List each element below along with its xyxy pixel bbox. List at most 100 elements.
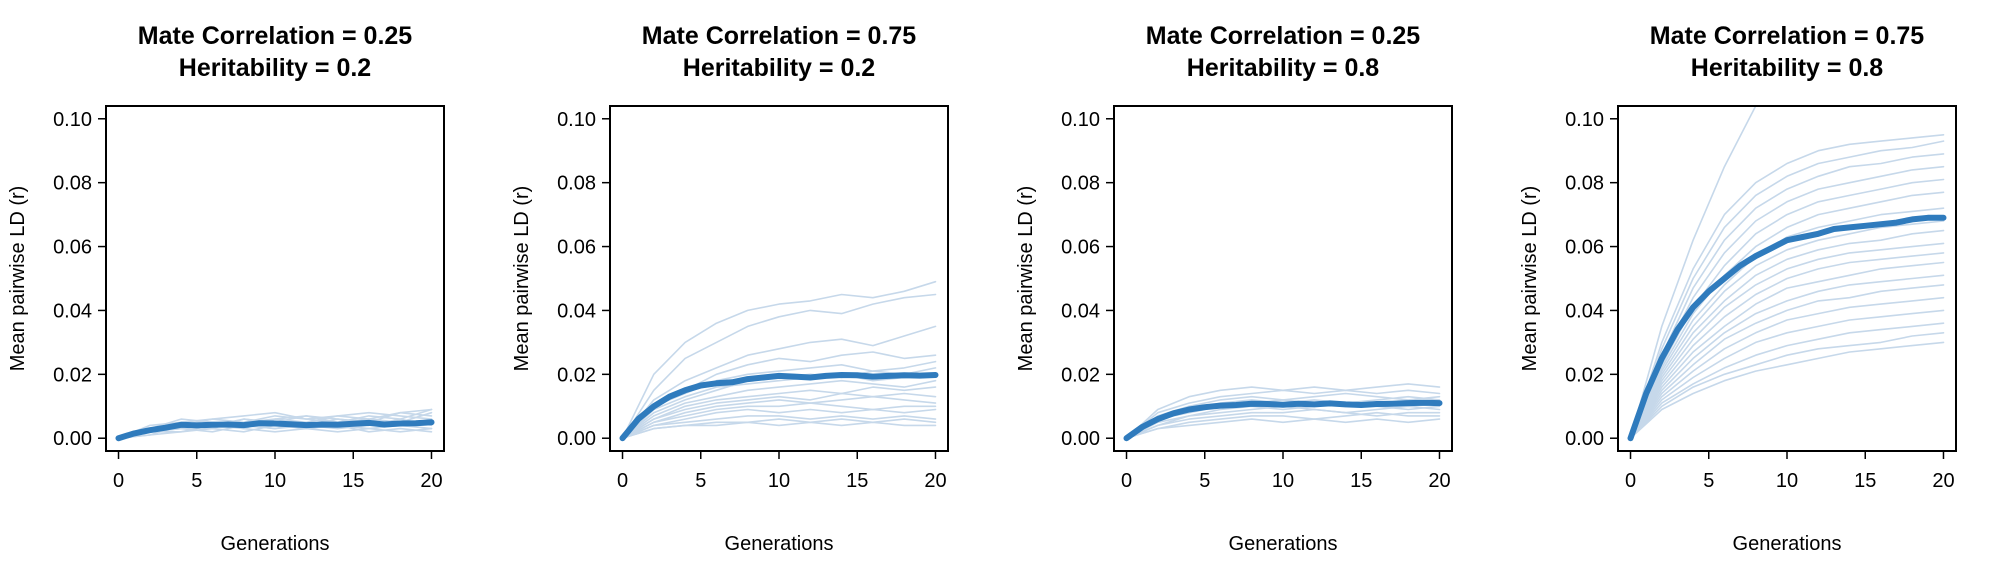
y-tick-label: 0.02: [1565, 364, 1604, 386]
panel-title: Mate Correlation = 0.75: [642, 22, 916, 50]
replicate-line: [1629, 140, 1945, 439]
y-tick-label: 0.06: [53, 237, 92, 259]
y-tick-label: 0.10: [53, 109, 92, 131]
plot-frame: [105, 105, 445, 452]
replicate-line: [1629, 274, 1945, 439]
y-tick-label: 0.08: [1061, 173, 1100, 195]
x-tick-label: 10: [1272, 470, 1294, 492]
replicate-line: [1629, 341, 1945, 439]
y-tick-label: 0.00: [1565, 428, 1604, 450]
replicate-line: [1629, 106, 1758, 439]
series-group: [1627, 106, 1947, 442]
x-axis-label: Generations: [1229, 533, 1338, 555]
replicate-line: [1629, 261, 1945, 439]
chart-panel-3: Mate Correlation = 0.25 Heritability = 0.…: [1015, 22, 1453, 555]
replicate-line: [117, 411, 433, 439]
x-tick-label: 20: [420, 470, 442, 492]
chart-panel-4: Mate Correlation = 0.75 Heritability = 0.…: [1519, 22, 1957, 555]
replicate-line: [1125, 408, 1441, 439]
replicate-line: [621, 408, 937, 439]
replicate-line: [621, 415, 937, 439]
y-tick-label: 0.02: [557, 364, 596, 386]
y-tick-label: 0.04: [1565, 300, 1604, 322]
panel-subtitle: Heritability = 0.8: [1187, 54, 1380, 82]
replicate-line: [117, 408, 433, 439]
replicate-line: [1629, 178, 1945, 439]
y-axis-label: Mean pairwise LD (r): [1015, 186, 1037, 372]
replicate-line: [1629, 134, 1945, 439]
chart-panel-1: Mate Correlation = 0.25 Heritability = 0.…: [7, 22, 445, 555]
series-group: [1123, 383, 1443, 442]
x-tick-label: 20: [1428, 470, 1450, 492]
x-tick-label: 5: [191, 470, 202, 492]
replicate-line: [1629, 229, 1945, 439]
y-tick-label: 0.04: [557, 300, 596, 322]
replicate-line: [1629, 284, 1945, 439]
panel-subtitle: Heritability = 0.2: [179, 54, 371, 82]
panel-title: Mate Correlation = 0.25: [1146, 22, 1420, 50]
replicate-line: [1629, 252, 1945, 439]
y-axis-label: Mean pairwise LD (r): [1519, 186, 1541, 372]
replicate-line: [1629, 332, 1945, 439]
replicate-line: [1125, 402, 1441, 439]
replicate-line: [621, 280, 937, 439]
replicate-line: [1629, 207, 1945, 439]
y-tick-label: 0.08: [557, 173, 596, 195]
series-group: [115, 408, 435, 442]
x-tick-label: 10: [264, 470, 286, 492]
replicate-line: [1629, 296, 1945, 439]
y-tick-label: 0.02: [53, 364, 92, 386]
replicate-line: [1125, 389, 1441, 439]
y-tick-label: 0.08: [53, 173, 92, 195]
x-tick-label: 5: [695, 470, 706, 492]
x-tick-label: 5: [1703, 470, 1714, 492]
panel-title: Mate Correlation = 0.25: [138, 22, 412, 50]
series-group: [619, 280, 939, 442]
replicate-line: [621, 293, 937, 439]
replicate-line: [1125, 411, 1441, 439]
x-tick-label: 0: [1625, 470, 1636, 492]
y-tick-label: 0.04: [1061, 300, 1100, 322]
y-axis-label: Mean pairwise LD (r): [511, 186, 533, 372]
y-tick-label: 0.06: [1565, 237, 1604, 259]
y-tick-label: 0.00: [53, 428, 92, 450]
replicate-line: [117, 424, 433, 439]
x-tick-label: 15: [342, 470, 364, 492]
replicate-line: [1629, 191, 1945, 439]
y-tick-label: 0.00: [557, 428, 596, 450]
replicate-line: [1629, 322, 1945, 439]
mean-line: [1627, 214, 1947, 442]
x-axis-label: Generations: [1733, 533, 1842, 555]
replicate-line: [621, 325, 937, 439]
replicate-line: [621, 392, 937, 439]
x-tick-label: 20: [924, 470, 946, 492]
x-tick-label: 15: [1350, 470, 1372, 492]
y-tick-label: 0.08: [1565, 173, 1604, 195]
replicate-line: [1629, 220, 1945, 439]
mean-line: [619, 372, 939, 442]
chart-panel-2: Mate Correlation = 0.75 Heritability = 0.…: [511, 22, 949, 555]
y-tick-label: 0.10: [1565, 109, 1604, 131]
y-axis-label: Mean pairwise LD (r): [7, 186, 29, 372]
x-tick-label: 10: [1776, 470, 1798, 492]
x-tick-label: 0: [1121, 470, 1132, 492]
replicate-line: [1629, 242, 1945, 439]
panel-subtitle: Heritability = 0.8: [1691, 54, 1884, 82]
panel-subtitle: Heritability = 0.2: [683, 54, 875, 82]
x-tick-label: 20: [1932, 470, 1954, 492]
mean-line: [1123, 399, 1443, 442]
mean-line: [115, 419, 435, 442]
replicate-line: [621, 402, 937, 439]
x-tick-label: 0: [113, 470, 124, 492]
x-tick-label: 5: [1199, 470, 1210, 492]
y-tick-label: 0.10: [557, 109, 596, 131]
x-axis-label: Generations: [221, 533, 330, 555]
replicate-line: [1629, 153, 1945, 439]
x-tick-label: 15: [846, 470, 868, 492]
y-tick-label: 0.06: [1061, 237, 1100, 259]
y-tick-label: 0.00: [1061, 428, 1100, 450]
panel-title: Mate Correlation = 0.75: [1650, 22, 1924, 50]
replicate-line: [621, 386, 937, 439]
y-tick-label: 0.10: [1061, 109, 1100, 131]
